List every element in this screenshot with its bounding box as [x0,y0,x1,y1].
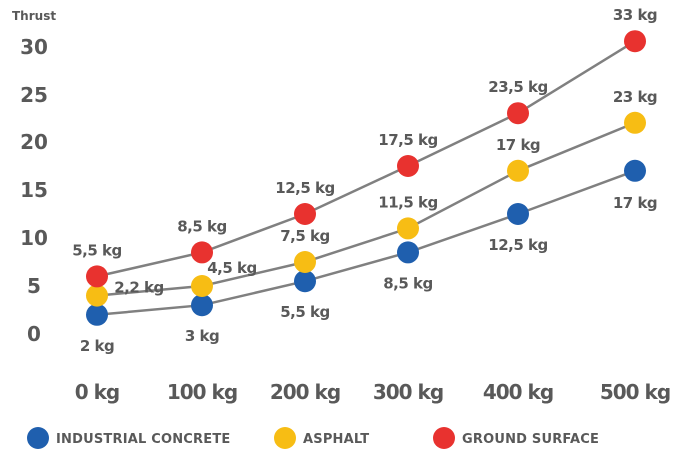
data-point [507,159,529,182]
data-point [86,303,108,326]
y-tick-label: 10 [20,226,48,250]
data-label: 17 kg [613,194,657,212]
data-point [624,30,646,53]
y-tick-label: 5 [27,274,41,298]
series-lines [96,40,636,317]
data-point [191,241,213,264]
data-label: 5,5 kg [280,303,330,321]
data-point [397,217,419,240]
data-label: 17,5 kg [378,131,437,149]
data-point [86,284,108,307]
x-tick-label: 0 kg [75,380,120,404]
legend-marker [274,427,296,449]
data-label: 23 kg [613,88,657,106]
data-point [507,203,529,225]
x-tick-label: 500 kg [600,380,670,404]
x-tick-label: 400 kg [483,380,553,404]
legend: INDUSTRIAL CONCRETE ASPHALT GROUND SURFACE [27,427,599,449]
y-tick-label: 25 [20,83,48,107]
data-label: 3 kg [185,327,219,345]
legend-label: GROUND SURFACE [462,432,599,447]
y-axis-label: Thrust [12,9,56,23]
legend-marker [433,427,455,449]
y-tick-label: 15 [20,178,48,202]
y-tick-label: 20 [20,130,48,154]
y-axis-ticks: 0 5 10 15 20 25 30 [20,35,48,346]
data-point [624,111,646,134]
legend-marker [27,427,49,449]
series-line [96,40,636,278]
data-point [397,241,419,264]
data-label: 12,5 kg [275,179,334,197]
series-points [86,30,646,326]
data-label: 8,5 kg [177,217,227,235]
series-line [96,121,636,297]
data-label: 33 kg [613,6,657,24]
data-label: 12,5 kg [488,236,547,254]
data-label: 7,5 kg [280,227,330,245]
data-point [397,155,419,177]
legend-label: INDUSTRIAL CONCRETE [56,432,230,447]
data-label: 8,5 kg [383,274,433,292]
y-tick-label: 0 [27,322,41,346]
x-tick-label: 300 kg [373,380,443,404]
data-point [294,203,316,225]
data-label: 11,5 kg [378,193,437,211]
x-axis-ticks: 0 kg 100 kg 200 kg 300 kg 400 kg 500 kg [75,380,671,404]
data-point [624,159,646,182]
data-label: 2,2 kg [114,279,164,297]
series-line [96,169,636,317]
data-label: 4,5 kg [207,259,257,277]
data-label: 5,5 kg [72,241,122,259]
legend-label: ASPHALT [303,432,369,447]
data-labels: 2 kg 3 kg 5,5 kg 8,5 kg 12,5 kg 17 kg 2,2 kg 4,… [72,6,657,355]
x-tick-label: 100 kg [167,380,237,404]
y-tick-label: 30 [20,35,48,59]
x-tick-label: 200 kg [270,380,340,404]
data-point [507,102,529,125]
data-label: 23,5 kg [488,78,547,96]
data-point [191,294,213,317]
data-point [86,265,108,288]
data-point [191,275,213,297]
data-label: 17 kg [496,136,540,154]
data-point [294,270,316,293]
data-point [294,251,316,273]
data-label: 2 kg [80,337,114,355]
